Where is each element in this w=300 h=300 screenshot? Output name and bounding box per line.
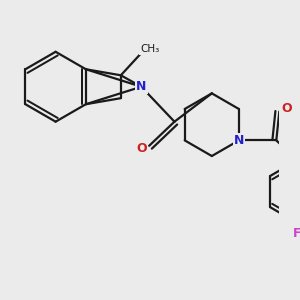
Text: O: O (136, 142, 147, 155)
Text: O: O (282, 102, 292, 115)
Text: CH₃: CH₃ (140, 44, 159, 54)
Text: N: N (136, 80, 146, 93)
Text: N: N (234, 134, 244, 147)
Text: F: F (293, 227, 300, 240)
